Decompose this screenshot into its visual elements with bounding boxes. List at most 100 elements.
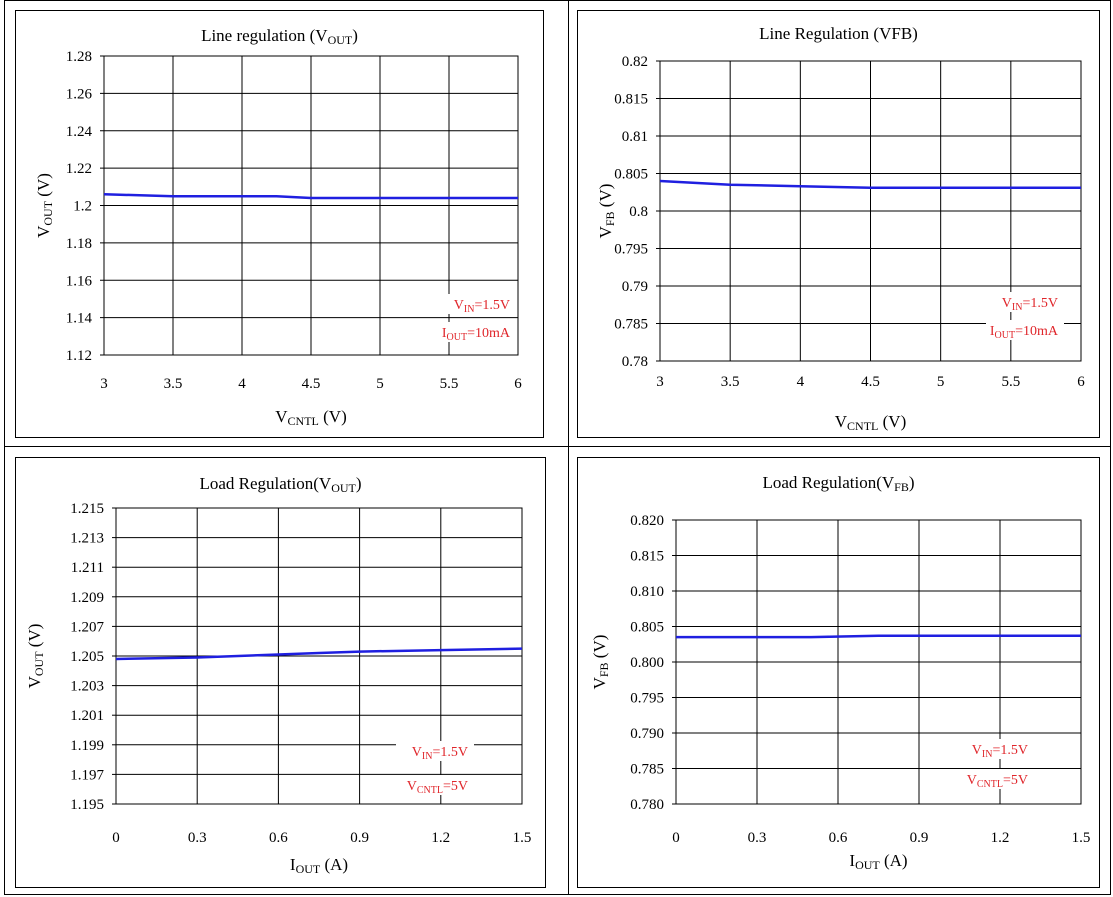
chart-panel-load-regulation-vfb: Load Regulation(VFB) 0 0.3 0.6 0.9 1.2 1.5 0.78… bbox=[577, 457, 1100, 888]
condition-annotation-subscript: OUT bbox=[447, 332, 468, 343]
x-tick-label: 1.2 bbox=[431, 830, 450, 846]
y-tick-label: 1.22 bbox=[66, 161, 92, 177]
x-tick-label: 5 bbox=[376, 376, 384, 392]
x-tick-label: 3 bbox=[656, 374, 664, 390]
x-tick-label: 1.5 bbox=[1072, 830, 1091, 846]
x-axis-label-subscript: OUT bbox=[855, 858, 880, 872]
x-axis-label-tail: (V) bbox=[319, 407, 347, 426]
condition-annotation-main: V bbox=[412, 745, 422, 760]
series-line bbox=[115, 647, 523, 661]
x-axis-label-main: I bbox=[849, 851, 855, 870]
condition-annotation-tail: =1.5V bbox=[1022, 296, 1058, 311]
y-axis-label-main: V bbox=[34, 225, 53, 238]
y-axis-label-main: V bbox=[25, 675, 44, 688]
condition-annotation-tail: =5V bbox=[443, 779, 468, 794]
y-tick-label: 0.795 bbox=[614, 242, 648, 258]
chart-line-regulation-vout: Line regulation (VOUT)3 3.5 4 4.5 5 5.5 61.121… bbox=[34, 26, 522, 428]
x-tick-label: 3 bbox=[100, 376, 108, 392]
chart-title-tail: ) bbox=[909, 473, 915, 492]
condition-annotation-main: V bbox=[407, 779, 417, 794]
series-line bbox=[103, 193, 518, 200]
x-axis-label: VCNTL (V) bbox=[275, 407, 346, 428]
condition-annotation: VCNTL=5V bbox=[407, 779, 468, 796]
series-line bbox=[659, 179, 1081, 189]
x-tick-label: 1.2 bbox=[991, 830, 1010, 846]
x-tick-label: 0.6 bbox=[269, 830, 288, 846]
condition-annotation: IOUT=10mA bbox=[442, 326, 511, 343]
annotation-background bbox=[956, 739, 1034, 759]
annotation-background bbox=[986, 320, 1064, 340]
table-divider-horizontal bbox=[5, 446, 1110, 447]
y-axis-label: VFB (V) bbox=[590, 635, 611, 690]
y-axis-label: VOUT (V) bbox=[34, 173, 55, 238]
x-axis-label-main: I bbox=[290, 855, 296, 874]
x-tick-label: 5.5 bbox=[1001, 374, 1020, 390]
annotation-background bbox=[438, 322, 516, 342]
plot-area bbox=[115, 507, 523, 805]
annotation-background bbox=[396, 741, 474, 761]
y-axis-label-tail: (V) bbox=[596, 184, 615, 212]
condition-annotation-tail: =1.5V bbox=[992, 743, 1028, 758]
chart-title: Line regulation (VOUT) bbox=[201, 26, 358, 47]
y-tick-label: 0.81 bbox=[622, 129, 648, 145]
condition-annotation-subscript: CNTL bbox=[417, 785, 443, 796]
y-tick-label: 0.815 bbox=[614, 92, 648, 108]
y-tick-label: 1.2 bbox=[73, 199, 92, 215]
y-tick-label: 0.79 bbox=[622, 279, 648, 295]
x-axis-label-tail: (V) bbox=[878, 412, 906, 431]
chart-line-regulation-vfb: Line Regulation (VFB) 3 3.5 4 4.5 5 5.5 6 0.78 0.… bbox=[596, 24, 1085, 433]
y-tick-label: 0.82 bbox=[622, 54, 648, 70]
x-tick-label: 0.9 bbox=[910, 830, 929, 846]
condition-annotation: VIN=1.5V bbox=[972, 743, 1028, 760]
y-axis-label-subscript: FB bbox=[597, 662, 611, 677]
y-tick-label: 1.197 bbox=[70, 767, 104, 783]
y-tick-label: 0.785 bbox=[630, 762, 664, 778]
x-tick-label: 4 bbox=[238, 376, 246, 392]
plot-area bbox=[103, 55, 519, 356]
x-tick-label: 0.6 bbox=[829, 830, 848, 846]
condition-annotation-main: V bbox=[972, 743, 982, 758]
y-tick-label: 1.28 bbox=[66, 49, 92, 65]
y-tick-label: 1.213 bbox=[70, 531, 104, 547]
chart-panel-load-regulation-vout: Load Regulation(VOUT) 0 0.3 0.6 0.9 1.2 1.5 1.1… bbox=[15, 457, 546, 888]
x-axis-label-tail: (A) bbox=[880, 851, 908, 870]
series-line bbox=[676, 634, 1081, 639]
chart-title-tail: ) bbox=[356, 474, 362, 493]
y-axis-label-tail: (V) bbox=[590, 635, 609, 663]
condition-annotation-subscript: CNTL bbox=[977, 779, 1003, 790]
y-axis-label: VOUT (V) bbox=[25, 624, 46, 689]
y-axis-label-main: V bbox=[596, 225, 615, 238]
condition-annotation-tail: =1.5V bbox=[474, 298, 510, 313]
condition-annotation-subscript: IN bbox=[464, 304, 475, 315]
x-tick-label: 5 bbox=[937, 374, 945, 390]
y-tick-label: 1.12 bbox=[66, 348, 92, 364]
annotation-background bbox=[438, 294, 516, 314]
annotation-background bbox=[956, 769, 1034, 789]
x-axis-label-main: V bbox=[835, 412, 848, 431]
y-tick-label: 1.14 bbox=[66, 311, 93, 327]
x-tick-label: 6 bbox=[514, 376, 522, 392]
y-tick-label: 1.18 bbox=[66, 236, 92, 252]
chart-load-regulation-vout: Load Regulation(VOUT)0 0.3 0.6 0.9 1.2 1.51.1… bbox=[25, 474, 531, 876]
y-tick-label: 1.205 bbox=[70, 649, 104, 665]
x-axis-label-tail: (A) bbox=[320, 855, 348, 874]
x-axis-label: IOUT (A) bbox=[849, 851, 907, 872]
condition-annotation-main: I bbox=[990, 324, 995, 339]
condition-annotation-subscript: OUT bbox=[995, 330, 1016, 341]
x-tick-label: 0 bbox=[672, 830, 680, 846]
plot-area bbox=[659, 60, 1082, 362]
condition-annotation: IOUT=10mA bbox=[990, 324, 1059, 341]
chart-load-regulation-vfb: Load Regulation(VFB)0 0.3 0.6 0.9 1.2 1.50.78… bbox=[590, 473, 1091, 872]
annotation-background bbox=[396, 775, 474, 795]
y-tick-label: 1.211 bbox=[71, 560, 104, 576]
x-axis-label-subscript: OUT bbox=[296, 862, 321, 876]
x-tick-label: 0 bbox=[112, 830, 120, 846]
chart-title-main: Line Regulation (VFB) bbox=[759, 24, 918, 43]
chart-title: Load Regulation(VFB) bbox=[762, 473, 914, 494]
y-axis-label-main: V bbox=[590, 676, 609, 689]
y-tick-label: 1.16 bbox=[66, 273, 93, 289]
table-divider-vertical bbox=[568, 1, 569, 894]
chart-title-main: Load Regulation(V bbox=[199, 474, 331, 493]
chart-panel-line-regulation-vfb: Line Regulation (VFB) 3 3.5 4 4.5 5 5.5 6 0.78 0.… bbox=[577, 10, 1100, 438]
condition-annotation-subscript: IN bbox=[1012, 302, 1023, 313]
